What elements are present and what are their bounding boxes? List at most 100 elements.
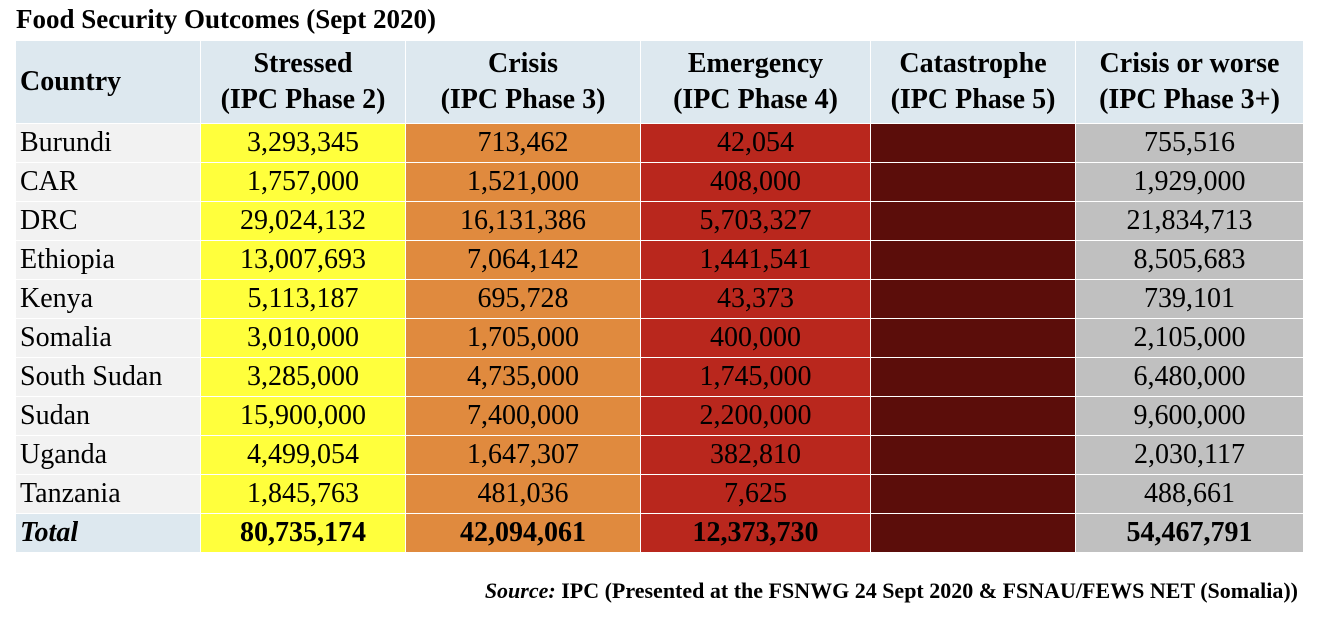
value-cell: 80,735,174 (200, 513, 406, 553)
value-cell: 12,373,730 (640, 513, 871, 553)
value-cell: 29,024,132 (200, 201, 406, 241)
value-cell: 42,054 (640, 123, 871, 163)
empty-cell (870, 513, 1076, 553)
header-cell: Stressed (IPC Phase 2) (200, 40, 406, 124)
header-line: Crisis (488, 48, 558, 79)
table-row: Burundi 3,293,345 713,462 42,054 755,516 (15, 123, 1304, 163)
title: Food Security Outcomes (Sept 2020) (16, 4, 436, 34)
source-label: Source: (484, 578, 556, 603)
value-cell: 739,101 (1075, 279, 1304, 319)
country-cell: Sudan (15, 396, 201, 436)
value-cell: 3,285,000 (200, 357, 406, 397)
value-cell: 4,499,054 (200, 435, 406, 475)
empty-cell (870, 162, 1076, 202)
header-line: Emergency (687, 48, 824, 79)
value-cell: 695,728 (405, 279, 641, 319)
value-cell: 6,480,000 (1075, 357, 1304, 397)
value-cell: 43,373 (640, 279, 871, 319)
country-cell: Uganda (15, 435, 201, 475)
value-cell: 1,757,000 (200, 162, 406, 202)
value-cell: 488,661 (1075, 474, 1304, 514)
country-cell: Burundi (15, 123, 201, 163)
value-cell: 1,441,541 (640, 240, 871, 280)
value-cell: 8,505,683 (1075, 240, 1304, 280)
value-cell: 3,293,345 (200, 123, 406, 163)
header-line: Stressed (253, 48, 353, 79)
value-cell: 1,705,000 (405, 318, 641, 358)
country-cell: DRC (15, 201, 201, 241)
value-cell: 4,735,000 (405, 357, 641, 397)
value-cell: 3,010,000 (200, 318, 406, 358)
value-cell: 54,467,791 (1075, 513, 1304, 553)
empty-cell (870, 201, 1076, 241)
country-cell: South Sudan (15, 357, 201, 397)
empty-cell (870, 435, 1076, 475)
empty-cell (870, 474, 1076, 514)
table-row: South Sudan 3,285,000 4,735,000 1,745,000 6,… (15, 357, 1304, 397)
value-cell: 2,105,000 (1075, 318, 1304, 358)
header-line: (IPC Phase 4) (673, 84, 838, 115)
empty-cell (870, 318, 1076, 358)
value-cell: 713,462 (405, 123, 641, 163)
value-cell: 408,000 (640, 162, 871, 202)
value-cell: 1,929,000 (1075, 162, 1304, 202)
value-cell: 1,845,763 (200, 474, 406, 514)
food-security-table: Country Stressed (IPC Phase 2) Crisis (IPC … (15, 40, 1304, 553)
header-cell: Emergency (IPC Phase 4) (640, 40, 871, 124)
header-cell: Crisis or worse (IPC Phase 3+) (1075, 40, 1304, 124)
empty-cell (870, 123, 1076, 163)
value-cell: 2,200,000 (640, 396, 871, 436)
value-cell: 2,030,117 (1075, 435, 1304, 475)
empty-cell (870, 396, 1076, 436)
header-line: (IPC Phase 3) (440, 84, 606, 115)
table-row: Tanzania 1,845,763 481,036 7,625 488,661 (15, 474, 1304, 514)
header-line: (IPC Phase 3+) (1099, 84, 1280, 115)
header-line: Crisis or worse (1099, 48, 1280, 79)
empty-cell (870, 240, 1076, 280)
value-cell: 5,113,187 (200, 279, 406, 319)
value-cell: 16,131,386 (405, 201, 641, 241)
source-text: IPC (Presented at the FSNWG 24 Sept 2020… (561, 578, 1298, 603)
country-cell: Total (15, 513, 201, 553)
table-row: Somalia 3,010,000 1,705,000 400,000 2,105,00… (15, 318, 1304, 358)
value-cell: 21,834,713 (1075, 201, 1304, 241)
value-cell: 7,064,142 (405, 240, 641, 280)
table-row: Total 80,735,174 42,094,061 12,373,730 54,46… (15, 513, 1304, 553)
header-cell: Catastrophe (IPC Phase 5) (870, 40, 1076, 124)
country-cell: Tanzania (15, 474, 201, 514)
empty-cell (870, 279, 1076, 319)
table-row: CAR 1,757,000 1,521,000 408,000 1,929,000 (15, 162, 1304, 202)
value-cell: 481,036 (405, 474, 641, 514)
country-cell: CAR (15, 162, 201, 202)
value-cell: 755,516 (1075, 123, 1304, 163)
header-line: Catastrophe (899, 48, 1047, 79)
value-cell: 7,625 (640, 474, 871, 514)
value-cell: 9,600,000 (1075, 396, 1304, 436)
header-line: (IPC Phase 2) (220, 84, 386, 115)
header-cell: Crisis (IPC Phase 3) (405, 40, 641, 124)
header-row: Country Stressed (IPC Phase 2) Crisis (IPC … (15, 40, 1304, 124)
table-row: Sudan 15,900,000 7,400,000 2,200,000 9,600,0… (15, 396, 1304, 436)
header-line: (IPC Phase 5) (890, 84, 1056, 115)
country-cell: Kenya (15, 279, 201, 319)
value-cell: 1,521,000 (405, 162, 641, 202)
value-cell: 15,900,000 (200, 396, 406, 436)
empty-cell (870, 357, 1076, 397)
value-cell: 1,745,000 (640, 357, 871, 397)
country-cell: Ethiopia (15, 240, 201, 280)
value-cell: 13,007,693 (200, 240, 406, 280)
value-cell: 7,400,000 (405, 396, 641, 436)
header-cell: Country (15, 40, 201, 124)
table-row: DRC 29,024,132 16,131,386 5,703,327 21,834,7… (15, 201, 1304, 241)
table-row: Ethiopia 13,007,693 7,064,142 1,441,541 8,50… (15, 240, 1304, 280)
country-cell: Somalia (15, 318, 201, 358)
table-row: Kenya 5,113,187 695,728 43,373 739,101 (15, 279, 1304, 319)
value-cell: 382,810 (640, 435, 871, 475)
value-cell: 400,000 (640, 318, 871, 358)
value-cell: 42,094,061 (405, 513, 641, 553)
value-cell: 1,647,307 (405, 435, 641, 475)
source: Source: IPC (Presented at the FSNWG 24 S… (485, 578, 1298, 604)
table-row: Uganda 4,499,054 1,647,307 382,810 2,030,117 (15, 435, 1304, 475)
value-cell: 5,703,327 (640, 201, 871, 241)
